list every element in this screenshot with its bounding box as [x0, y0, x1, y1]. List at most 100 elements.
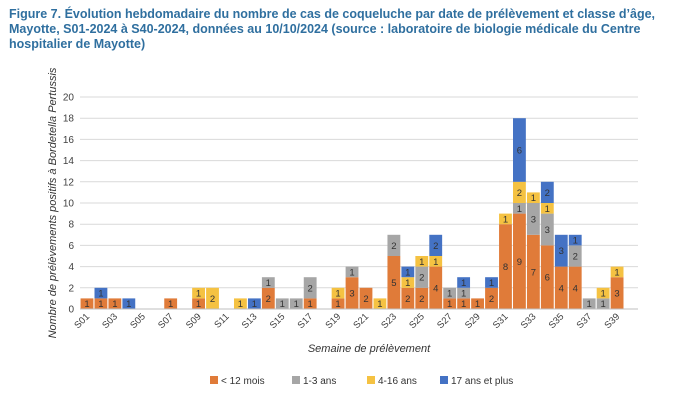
y-tick-label: 16	[63, 135, 75, 146]
data-label: 1	[98, 299, 103, 310]
data-label: 1	[335, 299, 340, 310]
legend-label: 17 ans et plus	[451, 376, 513, 387]
gridlines	[80, 96, 638, 289]
y-tick-label: 6	[68, 241, 74, 252]
legend-swatch	[440, 376, 448, 384]
x-tick-label: S27	[435, 311, 455, 331]
bar-segment	[554, 234, 568, 267]
x-tick-label: S37	[575, 311, 595, 331]
bar-segment	[401, 287, 415, 309]
x-tick-label: S25	[407, 311, 427, 331]
bar-segment	[415, 266, 429, 288]
bar-segment	[429, 234, 443, 256]
x-tick-label: S11	[212, 311, 231, 330]
legend-label: 4-16 ans	[378, 376, 417, 387]
bar-segment	[485, 277, 498, 288]
bar-segment	[457, 277, 471, 288]
data-label: 1	[84, 299, 89, 310]
bar-segment	[582, 298, 596, 309]
y-tick-label: 2	[68, 283, 74, 294]
bar-segment	[540, 181, 554, 203]
bar-segment	[499, 224, 512, 309]
data-label: 2	[266, 294, 271, 305]
x-tick-label: S29	[463, 311, 483, 331]
data-label: 1	[461, 278, 466, 289]
bar-segment	[596, 298, 610, 309]
data-label: 6	[545, 273, 550, 284]
bar-segment	[192, 298, 205, 309]
data-label: 1	[335, 289, 340, 300]
data-label: 1	[447, 289, 452, 300]
bar-segment	[345, 266, 359, 278]
y-axis-ticks: 0 2 4 6 8 10 12 14 16 18 20	[63, 93, 75, 316]
data-label: 2	[391, 241, 396, 252]
data-label: 2	[405, 294, 410, 305]
x-tick-label: S15	[268, 311, 288, 331]
bar-segment	[261, 287, 275, 309]
data-label: 2	[573, 252, 578, 263]
bar-segment	[387, 256, 401, 309]
data-label: 1	[587, 299, 592, 310]
bar-segment	[94, 298, 108, 309]
data-label: 2	[545, 188, 550, 199]
chart-title: Figure 7. Évolution hebdomadaire du nomb…	[9, 7, 656, 51]
bar-segment	[540, 245, 554, 309]
y-tick-label: 10	[63, 199, 75, 210]
data-label: 2	[489, 294, 494, 305]
data-label: 5	[391, 278, 396, 289]
y-tick-label: 8	[68, 220, 74, 231]
data-label: 1	[196, 289, 201, 300]
bar-segment	[526, 203, 540, 235]
data-label: 3	[349, 289, 354, 300]
bar-segment	[303, 298, 317, 309]
data-label: 1	[461, 289, 466, 300]
data-label: 1	[196, 299, 201, 310]
bar-segment	[457, 298, 471, 309]
data-label: 1	[168, 299, 173, 310]
bar-segment	[568, 266, 582, 309]
data-label: 4	[573, 283, 578, 294]
bar-segment	[429, 256, 443, 267]
legend-swatch	[292, 376, 300, 384]
data-label: 3	[614, 289, 619, 300]
legend: < 12 mois 1-3 ans 4-16 ans 17 ans et plus	[210, 376, 513, 387]
data-label: 1	[349, 267, 354, 278]
bar-segment	[401, 266, 415, 278]
x-tick-label: S39	[602, 311, 622, 331]
data-label: 3	[545, 225, 550, 236]
data-label: 6	[517, 146, 522, 157]
data-label: 1	[503, 214, 508, 225]
data-label: 1	[266, 278, 271, 289]
bar-segment	[275, 298, 289, 309]
data-label: 1	[280, 299, 285, 310]
bar-segment	[345, 277, 359, 309]
x-tick-label: S31	[491, 311, 511, 331]
x-tick-label: S09	[184, 311, 204, 331]
bar-segment	[192, 287, 205, 299]
data-label: 2	[433, 241, 438, 252]
data-label: 1	[405, 267, 410, 278]
bar-segment	[596, 287, 610, 299]
data-label: 1	[98, 289, 103, 300]
bar-segment	[513, 203, 526, 214]
bar-segment	[261, 277, 275, 288]
bar-segment	[443, 298, 457, 309]
x-tick-label: S17	[296, 311, 316, 331]
bar-segment	[122, 298, 136, 309]
bar-segment	[485, 287, 498, 309]
data-label: 7	[531, 267, 536, 278]
bar-segment	[415, 287, 429, 309]
bar-segment	[568, 245, 582, 267]
bar-segment	[359, 287, 373, 309]
data-label: 1	[531, 193, 536, 204]
bar-segment	[247, 298, 261, 309]
data-label: 1	[447, 299, 452, 310]
data-label: 1	[573, 236, 578, 247]
y-axis-title: Nombre de prélèvements positifs à Bordet…	[47, 67, 59, 338]
data-label: 1	[294, 299, 299, 310]
x-tick-label: S13	[240, 311, 260, 331]
data-label: 2	[308, 283, 313, 294]
bar-segment	[443, 287, 457, 299]
x-axis-ticks: S01 S03 S05 S07 S09 S11 S13 S15 S17 S19 S21 S23 S25 S…	[72, 311, 622, 331]
